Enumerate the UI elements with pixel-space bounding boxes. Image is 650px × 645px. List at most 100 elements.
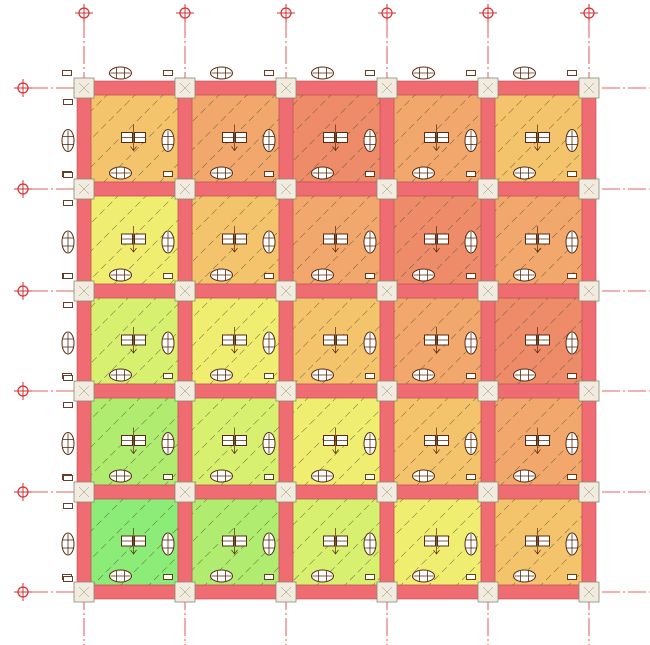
column-3-3 — [275, 280, 297, 302]
center-mark-r5-c1 — [121, 528, 146, 555]
bottom-reinf-oval-r2-c3 — [311, 268, 334, 282]
mark-arrow — [231, 124, 238, 152]
mark-arrow — [130, 226, 137, 253]
column-2-2 — [174, 178, 196, 200]
side-reinf-oval-r3-c5 — [565, 331, 579, 355]
column-6-4 — [578, 380, 600, 402]
side-tag-4-5 — [365, 474, 375, 480]
side-tag-4-2 — [365, 171, 375, 177]
side-tag-2-2 — [163, 171, 173, 177]
side-tag-6-6 — [567, 574, 577, 580]
side-tag-3-4 — [264, 373, 274, 379]
side-tag-6-2 — [567, 171, 577, 177]
side-reinf-oval-r3-c3 — [363, 331, 377, 355]
center-mark-r3-c3 — [323, 327, 348, 354]
side-reinf-oval-r2-c5 — [565, 230, 579, 254]
column-mark — [78, 486, 90, 498]
column-mark — [583, 486, 595, 498]
column-4-2 — [376, 178, 398, 200]
bottom-reinf-oval-r2-c1 — [109, 268, 132, 282]
beam-horizontal-6 — [76, 584, 597, 600]
beam-horizontal-5 — [76, 484, 597, 500]
column-4-6 — [376, 581, 398, 603]
side-tag-6-3 — [567, 273, 577, 279]
column-2-4 — [174, 380, 196, 402]
bottom-reinf-oval-r2-c4 — [412, 268, 435, 282]
column-mark — [280, 183, 292, 195]
column-6-6 — [578, 581, 600, 603]
bottom-reinf-oval-r4-c5 — [513, 469, 536, 483]
column-mark — [381, 285, 393, 297]
mark-arrow — [231, 327, 238, 354]
side-reinf-oval-r2-c2 — [262, 230, 276, 254]
column-mark — [179, 183, 191, 195]
side-tag-5-4 — [466, 373, 476, 379]
bottom-reinf-oval-r3-c5 — [513, 368, 536, 382]
mark-arrow — [534, 327, 541, 354]
mark-arrow — [231, 226, 238, 253]
side-tag-3-3 — [264, 273, 274, 279]
column-mark — [179, 82, 191, 94]
column-mark — [78, 586, 90, 598]
mark-arrow — [332, 427, 339, 455]
beam-horizontal-2 — [76, 181, 597, 197]
mark-arrow — [534, 124, 541, 152]
side-tag-5-3 — [466, 273, 476, 279]
side-tag-2-4 — [163, 373, 173, 379]
center-mark-r1-c3 — [323, 124, 348, 152]
bottom-reinf-oval-r2-c2 — [210, 268, 233, 282]
column-2-6 — [174, 581, 196, 603]
axis-marker-left-5 — [14, 483, 32, 501]
axis-marker-left-3 — [14, 282, 32, 300]
column-mark — [280, 285, 292, 297]
axis-marker-left-4 — [14, 382, 32, 400]
beams — [76, 80, 597, 600]
beam-horizontal-3 — [76, 283, 597, 299]
side-reinf-oval-r5-c4 — [464, 532, 478, 556]
column-mark — [583, 82, 595, 94]
top-reinf-oval-c4 — [412, 66, 435, 80]
axis-marker-top-4 — [378, 4, 396, 22]
bottom-reinf-oval-r3-c4 — [412, 368, 435, 382]
mark-arrow — [534, 226, 541, 253]
column-mark — [280, 82, 292, 94]
beam-horizontal-1 — [76, 80, 597, 96]
column-mark — [381, 486, 393, 498]
column-2-3 — [174, 280, 196, 302]
mark-arrow — [534, 427, 541, 455]
top-tag-3 — [264, 70, 274, 76]
side-tag-3-6 — [264, 574, 274, 580]
center-mark-r2-c2 — [222, 226, 247, 253]
center-mark-r2-c1 — [121, 226, 146, 253]
column-mark — [78, 385, 90, 397]
column-1-5 — [73, 481, 95, 503]
mark-arrow — [130, 528, 137, 555]
center-mark-r3-c5 — [525, 327, 550, 354]
bottom-reinf-oval-r4-c1 — [109, 469, 132, 483]
beam-horizontal-4 — [76, 383, 597, 399]
column-6-5 — [578, 481, 600, 503]
left-reinf-oval-r5 — [61, 532, 75, 556]
mark-arrow — [534, 528, 541, 555]
column-mark — [280, 586, 292, 598]
column-5-3 — [477, 280, 499, 302]
center-mark-r1-c2 — [222, 124, 247, 152]
column-6-1 — [578, 77, 600, 99]
mark-arrow — [130, 427, 137, 455]
column-3-2 — [275, 178, 297, 200]
side-reinf-oval-r1-c4 — [464, 129, 478, 152]
left-reinf-oval-r1 — [61, 129, 75, 152]
bottom-reinf-oval-r3-c1 — [109, 368, 132, 382]
bottom-reinf-oval-r3-c3 — [311, 368, 334, 382]
left-tag-b-r2 — [63, 200, 73, 206]
top-tag-1 — [62, 70, 72, 76]
side-tag-2-3 — [163, 273, 173, 279]
axis-markers — [14, 4, 598, 601]
column-mark — [179, 285, 191, 297]
column-mark — [583, 385, 595, 397]
side-reinf-oval-r2-c4 — [464, 230, 478, 254]
side-reinf-oval-r4-c5 — [565, 432, 579, 455]
column-mark — [482, 586, 494, 598]
column-mark — [179, 586, 191, 598]
